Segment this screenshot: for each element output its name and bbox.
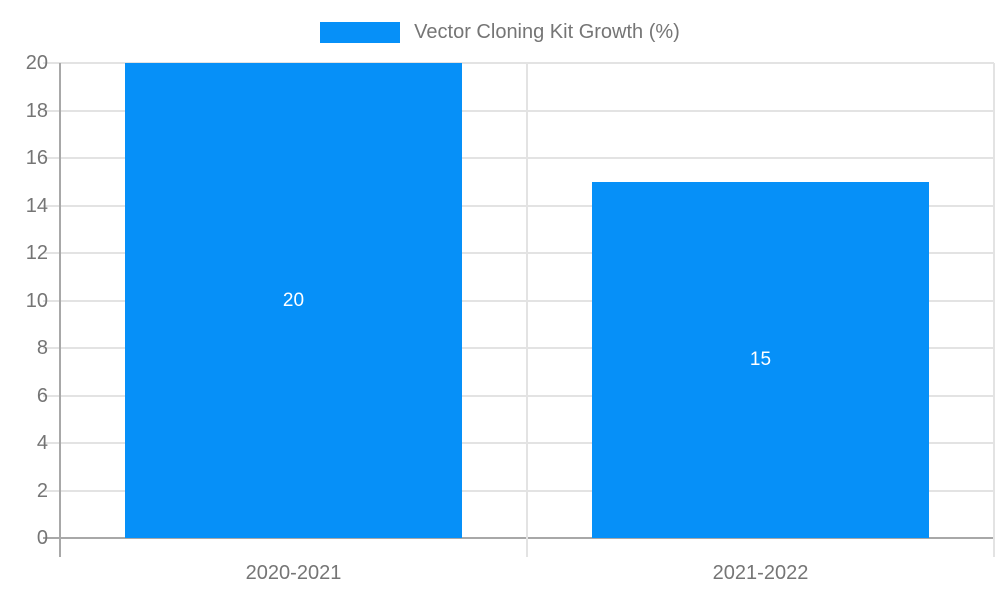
grid-line-h	[43, 62, 994, 64]
y-tick-label: 2	[36, 479, 48, 502]
y-tick-label: 20	[25, 52, 48, 74]
chart-legend[interactable]: Vector Cloning Kit Growth (%)	[0, 22, 1000, 43]
grid-line-h	[43, 299, 994, 302]
bar-value-label: 15	[749, 348, 772, 370]
grid-line-h	[43, 394, 994, 397]
y-tick-label: 8	[36, 337, 48, 359]
y-tick-label: 6	[36, 384, 48, 407]
grid-line-v	[993, 63, 995, 557]
y-tick-label: 4	[36, 432, 48, 454]
grid-line-h	[43, 252, 994, 254]
grid-line-h	[43, 157, 994, 159]
legend-swatch	[320, 22, 401, 43]
grid-line-h	[43, 489, 994, 492]
y-tick-label: 18	[25, 99, 48, 122]
grid-line-v	[526, 63, 528, 557]
x-category-label: 2021-2022	[712, 562, 809, 584]
y-tick-label: 16	[25, 147, 48, 169]
legend-label: Vector Cloning Kit Growth (%)	[414, 21, 680, 43]
x-category-label: 2020-2021	[245, 562, 342, 584]
grid-line-h	[43, 442, 994, 444]
y-axis-line	[59, 63, 61, 557]
y-tick-label: 10	[25, 289, 48, 312]
grid-line-h	[43, 347, 994, 349]
x-axis-line	[43, 537, 994, 539]
y-tick-label: 14	[25, 194, 48, 217]
bar[interactable]	[125, 63, 462, 538]
grid-line-h	[43, 109, 994, 112]
grid-line-h	[43, 204, 994, 207]
y-tick-label: 12	[25, 242, 48, 264]
bar-value-label: 20	[282, 289, 305, 311]
bar[interactable]	[592, 181, 929, 538]
y-tick-label: 0	[36, 527, 48, 549]
